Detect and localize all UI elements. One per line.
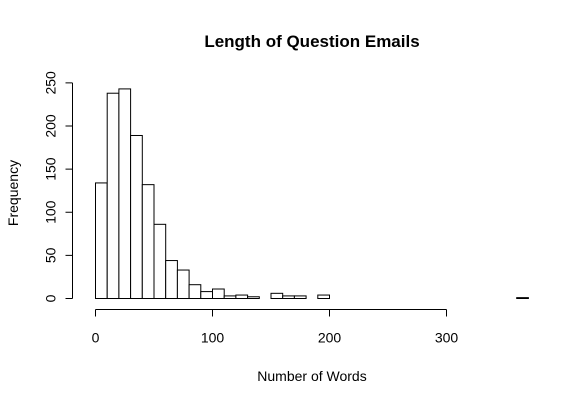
histogram-bar-160-170 <box>282 295 295 300</box>
y-tick-label-0: 0 <box>43 294 59 302</box>
histogram-bar-30-40 <box>130 134 143 299</box>
y-axis: 0 50 100 150 200 250 <box>43 71 73 302</box>
histogram-bar-40-50 <box>141 184 155 299</box>
histogram-bar-90-100 <box>200 291 214 300</box>
x-tick-label-100: 100 <box>201 330 225 346</box>
histogram-bar-150-160 <box>270 292 284 300</box>
y-tick-label-50: 50 <box>43 247 59 263</box>
x-axis: 0 100 200 300 <box>92 309 459 346</box>
histogram-bar-70-80 <box>176 269 190 300</box>
y-tick-label-150: 150 <box>43 157 59 181</box>
y-tick-label-100: 100 <box>43 200 59 224</box>
x-tick-label-0: 0 <box>92 330 100 346</box>
histogram-bar-60-70 <box>165 260 178 299</box>
histogram-bar-130-140 <box>247 296 260 299</box>
y-tick-label-250: 250 <box>43 71 59 95</box>
chart-title: Length of Question Emails <box>204 32 419 51</box>
histogram-bar-0-10 <box>95 182 108 299</box>
x-tick-label-200: 200 <box>318 330 342 346</box>
histogram-bar-80-90 <box>188 284 202 300</box>
histogram-bar-360-370 <box>516 297 529 300</box>
histogram-bar-50-60 <box>153 223 167 300</box>
y-axis-label: Frequency <box>5 160 21 226</box>
histogram-bars <box>95 88 529 300</box>
histogram-bar-190-200 <box>317 294 330 299</box>
x-tick-label-300: 300 <box>435 330 459 346</box>
y-tick-label-200: 200 <box>43 114 59 138</box>
histogram-bar-110-120 <box>223 295 237 300</box>
histogram-bar-10-20 <box>106 92 120 299</box>
histogram-bar-100-110 <box>212 288 225 300</box>
histogram-bar-120-130 <box>235 294 249 299</box>
histogram-bar-20-30 <box>118 88 132 299</box>
x-axis-label: Number of Words <box>257 368 366 384</box>
histogram-bar-170-180 <box>293 295 307 300</box>
